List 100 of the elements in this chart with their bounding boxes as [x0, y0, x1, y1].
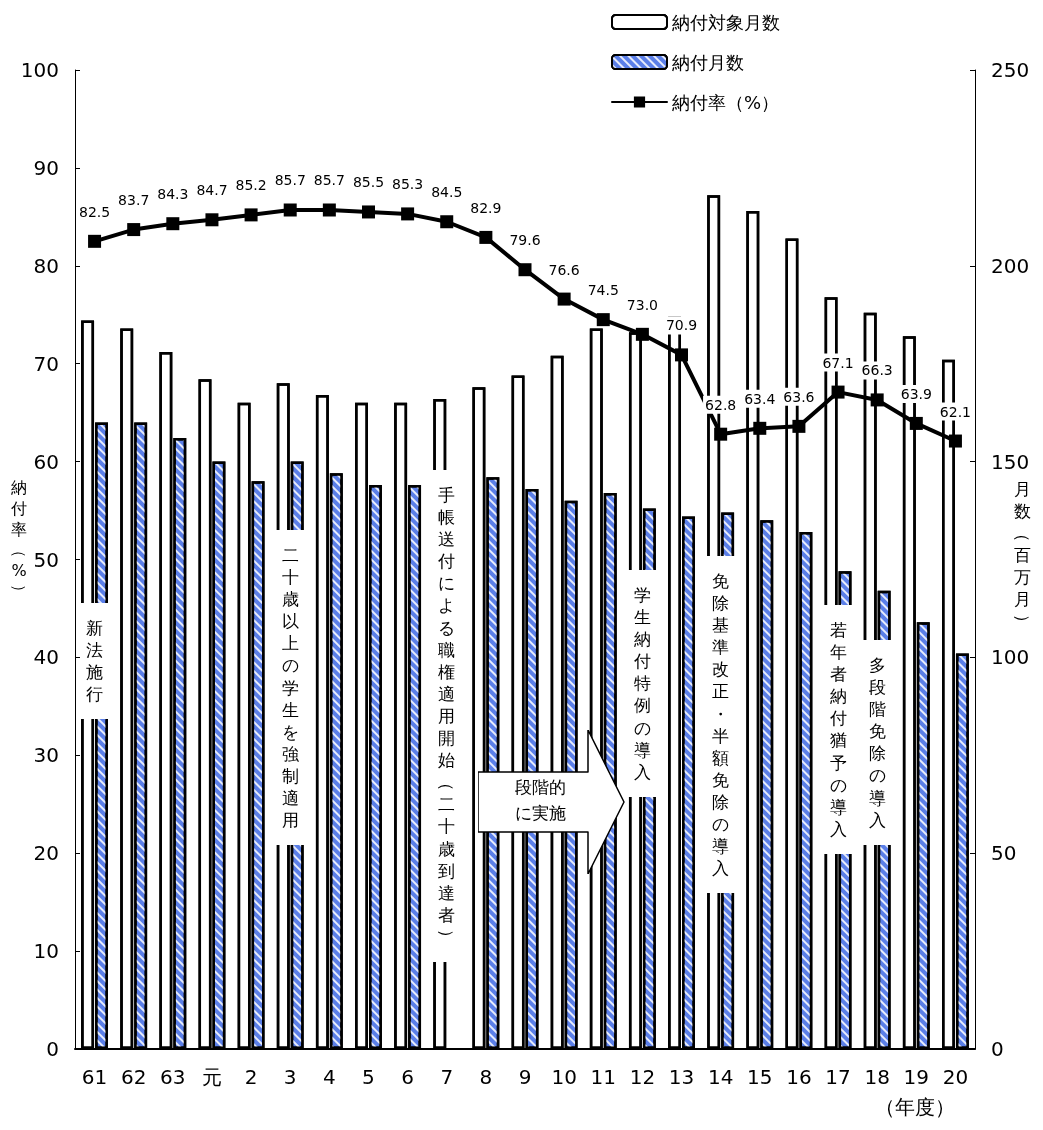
y2-tick-label: 250: [991, 58, 1030, 82]
x-tick-label: 13: [668, 1065, 695, 1089]
legend-label: 納付対象月数: [672, 11, 780, 33]
data-label: 66.3: [861, 362, 893, 379]
text: 二十歳以上の学生を強制適用: [281, 545, 299, 831]
point: [479, 230, 493, 244]
point: [675, 348, 689, 362]
point: [244, 208, 258, 222]
data-label: 85.2: [235, 177, 267, 194]
point: [361, 205, 375, 219]
y-tick-label: 100: [20, 58, 59, 82]
x-tick-label: 19: [903, 1065, 930, 1089]
x-tick-label: 8: [479, 1065, 493, 1089]
point: [596, 313, 610, 327]
y2-tick-label: 0: [991, 1037, 1004, 1061]
point: [166, 217, 180, 231]
data-label: 85.7: [274, 172, 306, 189]
legend-label: 納付率（%）: [672, 91, 780, 113]
y-tick-label: 70: [33, 351, 59, 376]
x-tick-label: 61: [81, 1065, 108, 1089]
annotation: 段階的に実施: [514, 776, 568, 825]
x-tick-label: 15: [747, 1065, 773, 1089]
y2-tick-label: 50: [991, 841, 1017, 866]
point: [714, 427, 728, 441]
point: [283, 203, 297, 217]
point: [205, 213, 219, 227]
x-tick-label: 16: [786, 1065, 812, 1089]
y-tick-label: 60: [33, 449, 59, 474]
y2-axis-title: 月数（百万月）: [1011, 478, 1034, 631]
point: [518, 263, 532, 277]
x-tick-label: 18: [864, 1065, 890, 1089]
text: 免除基準改正・半額免除の導入: [712, 571, 730, 879]
point: [557, 292, 571, 306]
x-tick-label: 5: [362, 1065, 375, 1089]
x-tick-label: 14: [707, 1065, 734, 1089]
y-tick-label: 0: [46, 1037, 59, 1061]
x-tick-label: 12: [629, 1065, 656, 1089]
data-label: 85.7: [313, 172, 345, 189]
data-label: 79.6: [509, 232, 541, 249]
x-tick-label: 6: [401, 1065, 414, 1089]
point: [792, 419, 806, 433]
x-tick-label: 4: [322, 1065, 336, 1089]
point: [753, 421, 767, 435]
data-label: 84.5: [431, 184, 463, 201]
x-tick-label: 20: [942, 1065, 969, 1089]
y-tick-label: 50: [33, 547, 59, 572]
y-tick-label: 20: [33, 841, 59, 866]
y2-tick-label: 100: [991, 645, 1030, 670]
x-tick-label: 10: [551, 1065, 577, 1089]
x-tick-label: 62: [120, 1065, 147, 1089]
point: [870, 393, 884, 407]
data-label: 62.1: [939, 403, 972, 420]
x-tick-label: 11: [590, 1065, 616, 1089]
text: 学生納付特例の導入: [633, 585, 651, 782]
data-label: 82.9: [470, 199, 502, 216]
x-tick-label: 63: [160, 1065, 186, 1089]
x-tick-label: 2: [244, 1065, 258, 1089]
x-axis-title: （年度）: [875, 1094, 955, 1121]
annotation: 多段階免除の導入: [868, 654, 886, 831]
data-label: 63.6: [783, 388, 815, 405]
data-label: 83.7: [118, 192, 150, 209]
data-label: 73.0: [626, 296, 658, 313]
data-label: 62.8: [705, 396, 737, 413]
data-label: 76.6: [548, 261, 580, 278]
data-label: 82.5: [78, 203, 111, 220]
data-label: 84.7: [196, 182, 228, 199]
y-tick-label: 90: [33, 155, 59, 180]
point: [948, 434, 962, 448]
data-label: 74.5: [587, 282, 619, 299]
point: [88, 234, 102, 248]
y2-tick-label: 200: [991, 253, 1030, 278]
point: [401, 207, 415, 221]
x-tick-label: 3: [283, 1065, 297, 1089]
y-axis-title: 納付率（%）: [9, 478, 30, 601]
text: 若年者納付猶予の導入: [829, 620, 847, 839]
data-label: 70.9: [665, 317, 698, 334]
y-tick-label: 30: [33, 743, 59, 768]
data-label: 67.1: [822, 354, 854, 371]
x-tick-label: 17: [825, 1065, 851, 1089]
point: [127, 223, 141, 237]
x-tick-label: 元: [201, 1065, 222, 1089]
data-label: 85.5: [352, 174, 385, 191]
annotation: 新法施行: [86, 617, 104, 706]
data-label: 84.3: [157, 186, 189, 203]
point: [909, 416, 923, 430]
point: [831, 385, 845, 399]
data-label: 85.3: [392, 176, 424, 193]
data-label: 63.9: [900, 385, 932, 402]
y-tick-label: 40: [33, 645, 59, 670]
point: [322, 203, 336, 217]
y-tick-label: 10: [33, 939, 59, 964]
data-label: 63.4: [744, 390, 776, 407]
legend-label: 納付月数: [672, 51, 744, 73]
point: [635, 327, 649, 341]
x-tick-label: 9: [518, 1065, 532, 1089]
text: 手帳送付による職権適用開始（二十歳到達者）: [436, 485, 457, 946]
point: [440, 215, 454, 229]
x-tick-label: 7: [440, 1065, 454, 1089]
y-tick-label: 80: [33, 253, 59, 278]
y2-tick-label: 150: [991, 449, 1030, 474]
